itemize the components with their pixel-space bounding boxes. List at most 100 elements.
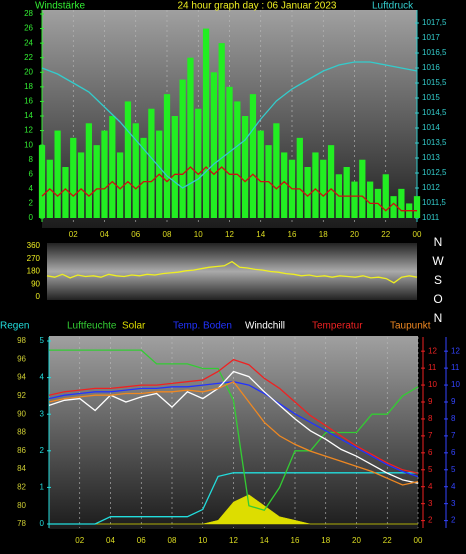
bar [187,57,194,218]
y-tick-label: 6 [29,169,34,178]
y-tick-label: 0 [40,519,45,528]
y-tick-label: 1011 [422,213,440,222]
y-tick-label: 180 [27,267,41,276]
y-tick-label: 9 [428,397,433,406]
y-tick-label: 9 [451,397,456,406]
bar [179,79,186,218]
y-tick-label: 84 [17,464,26,473]
legend-label: Regen [0,321,29,332]
y-tick-label: 96 [17,354,26,363]
x-tick-label: 12 [229,536,238,545]
legend-label: Luftfeuchte [67,321,117,332]
y-tick-label: 1012 [422,183,440,192]
bar [304,167,311,218]
y-tick-label: 28 [24,9,33,18]
line [46,260,418,284]
x-tick-label: 00 [414,536,423,545]
area [49,494,418,525]
bar [148,108,155,218]
bar [202,28,210,219]
line [48,358,419,474]
x-tick-label: 22 [383,536,392,545]
y-tick-label: 4 [29,184,34,193]
y-tick-label: 3 [451,499,456,508]
x-tick-label: 10 [194,230,203,239]
y-tick-label: 18 [24,82,33,91]
legend-label: Temperatur [312,321,363,332]
y-tick-label: 8 [29,155,34,164]
bar [195,108,202,218]
line [48,380,419,486]
y-tick-label: 1016 [422,63,440,72]
y-tick-label: 5 [40,336,45,345]
y-tick-label: 1013,5 [422,138,447,147]
line [49,472,418,525]
y-tick-label: 2 [29,199,34,208]
y-tick-label: 11 [451,363,460,372]
x-tick-label: 02 [69,230,78,239]
legend-label: Temp. Boden [173,321,232,332]
y-tick-label: 4 [451,482,456,491]
y-tick-label: 78 [17,519,26,528]
bar [218,43,225,219]
bar [117,152,124,218]
y-tick-label: 1014,5 [422,108,447,117]
y-tick-label: 1017,5 [422,18,447,27]
y-tick-label: 1013 [422,153,440,162]
x-tick-label: 14 [256,230,265,239]
bar [327,145,335,218]
y-tick-label: 80 [17,501,26,510]
y-tick-label: 82 [17,483,26,492]
bar [38,145,46,218]
y-tick-label: 8 [428,414,433,423]
y-tick-label: 1012,5 [422,168,447,177]
x-tick-label: 12 [225,230,234,239]
y-tick-label: 7 [428,431,433,440]
x-tick-label: 04 [106,536,115,545]
y-tick-label: 86 [17,446,26,455]
x-tick-label: 14 [260,536,269,545]
y-tick-label: 5 [428,465,433,474]
y-tick-label: 0 [36,292,41,301]
x-tick-label: 20 [352,536,361,545]
compass-label: N [434,311,443,325]
plot-background [47,243,417,300]
line [49,349,419,512]
y-tick-label: 94 [17,373,26,382]
bar [249,94,257,218]
bar [163,94,171,218]
bar [234,101,241,218]
compass-label: W [432,254,444,268]
y-tick-label: 1011,5 [422,198,446,207]
y-tick-label: 3 [40,409,45,418]
x-tick-label: 16 [291,536,300,545]
x-tick-label: 04 [100,230,109,239]
y-tick-label: 1015 [422,93,440,102]
bar [109,116,116,218]
compass-label: O [433,292,442,306]
x-tick-label: 08 [163,230,172,239]
bar [101,130,108,218]
y2-axis-title: Luftdruck [372,1,414,12]
bar [77,152,85,218]
bar [367,181,374,218]
x-tick-label: 08 [168,536,177,545]
y-tick-label: 5 [451,465,456,474]
bar [273,123,280,218]
y-tick-label: 6 [428,448,433,457]
y-tick-label: 10 [24,140,33,149]
bar [296,137,303,218]
x-tick-label: 18 [319,230,328,239]
legend-label: Taupunkt [390,321,431,332]
bar [398,188,405,218]
y-tick-label: 1017 [422,33,440,42]
legend-label: Windchill [245,321,285,332]
y-tick-label: 0 [29,213,34,222]
y-tick-label: 88 [17,428,26,437]
y-tick-label: 14 [24,111,33,120]
x-tick-label: 20 [350,230,359,239]
bar [382,174,389,218]
y-tick-label: 24 [24,38,33,47]
x-tick-label: 10 [198,536,207,545]
